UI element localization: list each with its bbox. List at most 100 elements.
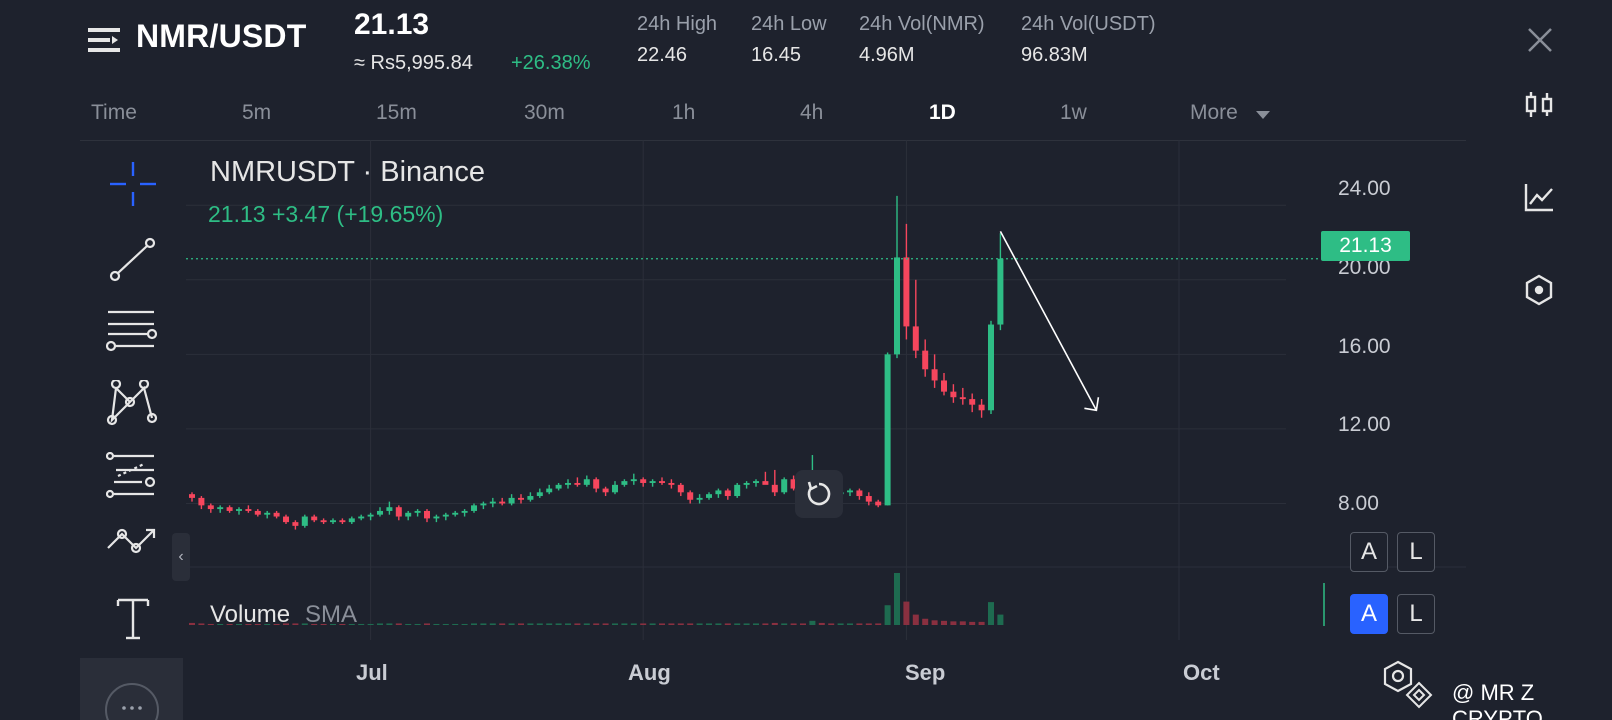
candle (950, 391, 957, 398)
fib-tool-icon[interactable] (105, 451, 160, 506)
volume-bar (198, 623, 205, 625)
stat-24h-vol-usdt-label: 24h Vol(USDT) (1021, 13, 1156, 35)
volume-bar (358, 623, 365, 625)
trading-pair[interactable]: NMR/USDT (136, 18, 307, 54)
volume-bar (696, 623, 703, 625)
indicators-icon[interactable] (1522, 180, 1556, 214)
tab-15m[interactable]: 15m (376, 101, 417, 124)
pattern-tool-icon[interactable] (106, 378, 160, 434)
crosshair-icon[interactable] (106, 162, 160, 216)
y-tick-label: 24.00 (1338, 177, 1391, 200)
path-tool-icon[interactable] (106, 524, 160, 578)
tab-1h[interactable]: 1h (672, 101, 696, 124)
candle (283, 516, 289, 523)
stat-24h-vol-usdt-value: 96.83M (1021, 44, 1088, 66)
volume-log-scale-toggle[interactable]: L (1397, 594, 1435, 634)
candle (518, 497, 524, 500)
candle (546, 488, 553, 493)
volume-bar (471, 623, 477, 625)
volume-bar (630, 623, 637, 625)
candle (574, 482, 581, 485)
candle (311, 516, 318, 521)
volume-bar (367, 623, 374, 625)
chart-symbol-label: NMRUSDT · Binance (210, 156, 486, 188)
candle (471, 505, 477, 511)
volume-auto-scale-toggle[interactable]: A (1350, 594, 1388, 634)
volume-bar (217, 623, 224, 625)
volume-bar (292, 623, 299, 625)
volume-bar (612, 623, 618, 625)
volume-bar (236, 623, 242, 625)
collapse-toolbar-button[interactable]: ‹ (172, 533, 190, 581)
price-chart[interactable] (186, 140, 1466, 640)
candle (875, 501, 882, 506)
tab-5m[interactable]: 5m (242, 101, 272, 124)
log-scale-toggle[interactable]: L (1397, 532, 1435, 572)
volume-bar (518, 623, 524, 625)
candle (301, 516, 308, 526)
volume-bar (565, 623, 571, 625)
candle (931, 369, 938, 381)
volume-bar (254, 623, 261, 625)
volume-bar (395, 623, 402, 625)
close-icon[interactable] (1522, 22, 1558, 58)
candle (969, 399, 976, 405)
volume-bar (320, 623, 327, 625)
tab-1d[interactable]: 1D (929, 101, 956, 124)
tab-30m[interactable]: 30m (524, 101, 565, 124)
markets-menu-icon[interactable] (88, 24, 120, 56)
reset-chart-button[interactable] (795, 470, 843, 518)
volume-bar (414, 623, 421, 625)
volume-bar (461, 623, 468, 625)
settings-icon[interactable] (1522, 273, 1556, 307)
candle (630, 479, 637, 482)
volume-label: Volume (210, 601, 291, 628)
candlestick-icon[interactable] (1522, 88, 1556, 122)
volume-bar (950, 621, 957, 625)
volume-bar (386, 623, 393, 625)
volume-bar (894, 573, 900, 625)
fiat-price: ≈ Rs5,995.84 (354, 52, 473, 74)
candle (593, 479, 600, 489)
volume-bar (536, 623, 543, 625)
volume-bar (969, 621, 976, 625)
change-percent: +26.38% (511, 52, 591, 74)
volume-bar (442, 623, 449, 625)
volume-bar (264, 623, 271, 625)
text-tool-icon[interactable] (106, 596, 160, 650)
candle (245, 509, 252, 511)
auto-scale-toggle[interactable]: A (1350, 532, 1388, 572)
volume-bar (301, 623, 308, 625)
tab-4h[interactable]: 4h (800, 101, 824, 124)
candle (668, 482, 675, 485)
volume-bar (602, 623, 609, 625)
volume-bar (724, 623, 731, 625)
candle (706, 494, 712, 498)
volume-bar (762, 623, 769, 625)
volume-bar (668, 623, 675, 625)
tab-more[interactable]: More (1190, 101, 1238, 124)
y-tick-label: 16.00 (1338, 335, 1391, 358)
candle (236, 509, 242, 511)
candle (659, 481, 665, 483)
candle (273, 512, 280, 517)
candle (762, 481, 769, 485)
horizontal-lines-icon[interactable] (105, 308, 160, 362)
chevron-down-icon[interactable] (1256, 111, 1270, 119)
candle (424, 510, 430, 519)
stat-24h-vol-nmr-value: 4.96M (859, 44, 915, 66)
trend-line-icon[interactable] (106, 236, 160, 290)
volume-bar (283, 623, 289, 625)
candle (988, 324, 994, 411)
tab-1w[interactable]: 1w (1060, 101, 1087, 124)
more-tools-widget[interactable] (80, 658, 183, 720)
volume-bar (941, 620, 947, 625)
candle (602, 488, 609, 493)
candle (395, 507, 402, 517)
candle (847, 490, 853, 493)
volume-bar (790, 623, 797, 625)
candle (724, 490, 731, 497)
candle (790, 479, 797, 489)
tab-time[interactable]: Time (91, 101, 137, 124)
